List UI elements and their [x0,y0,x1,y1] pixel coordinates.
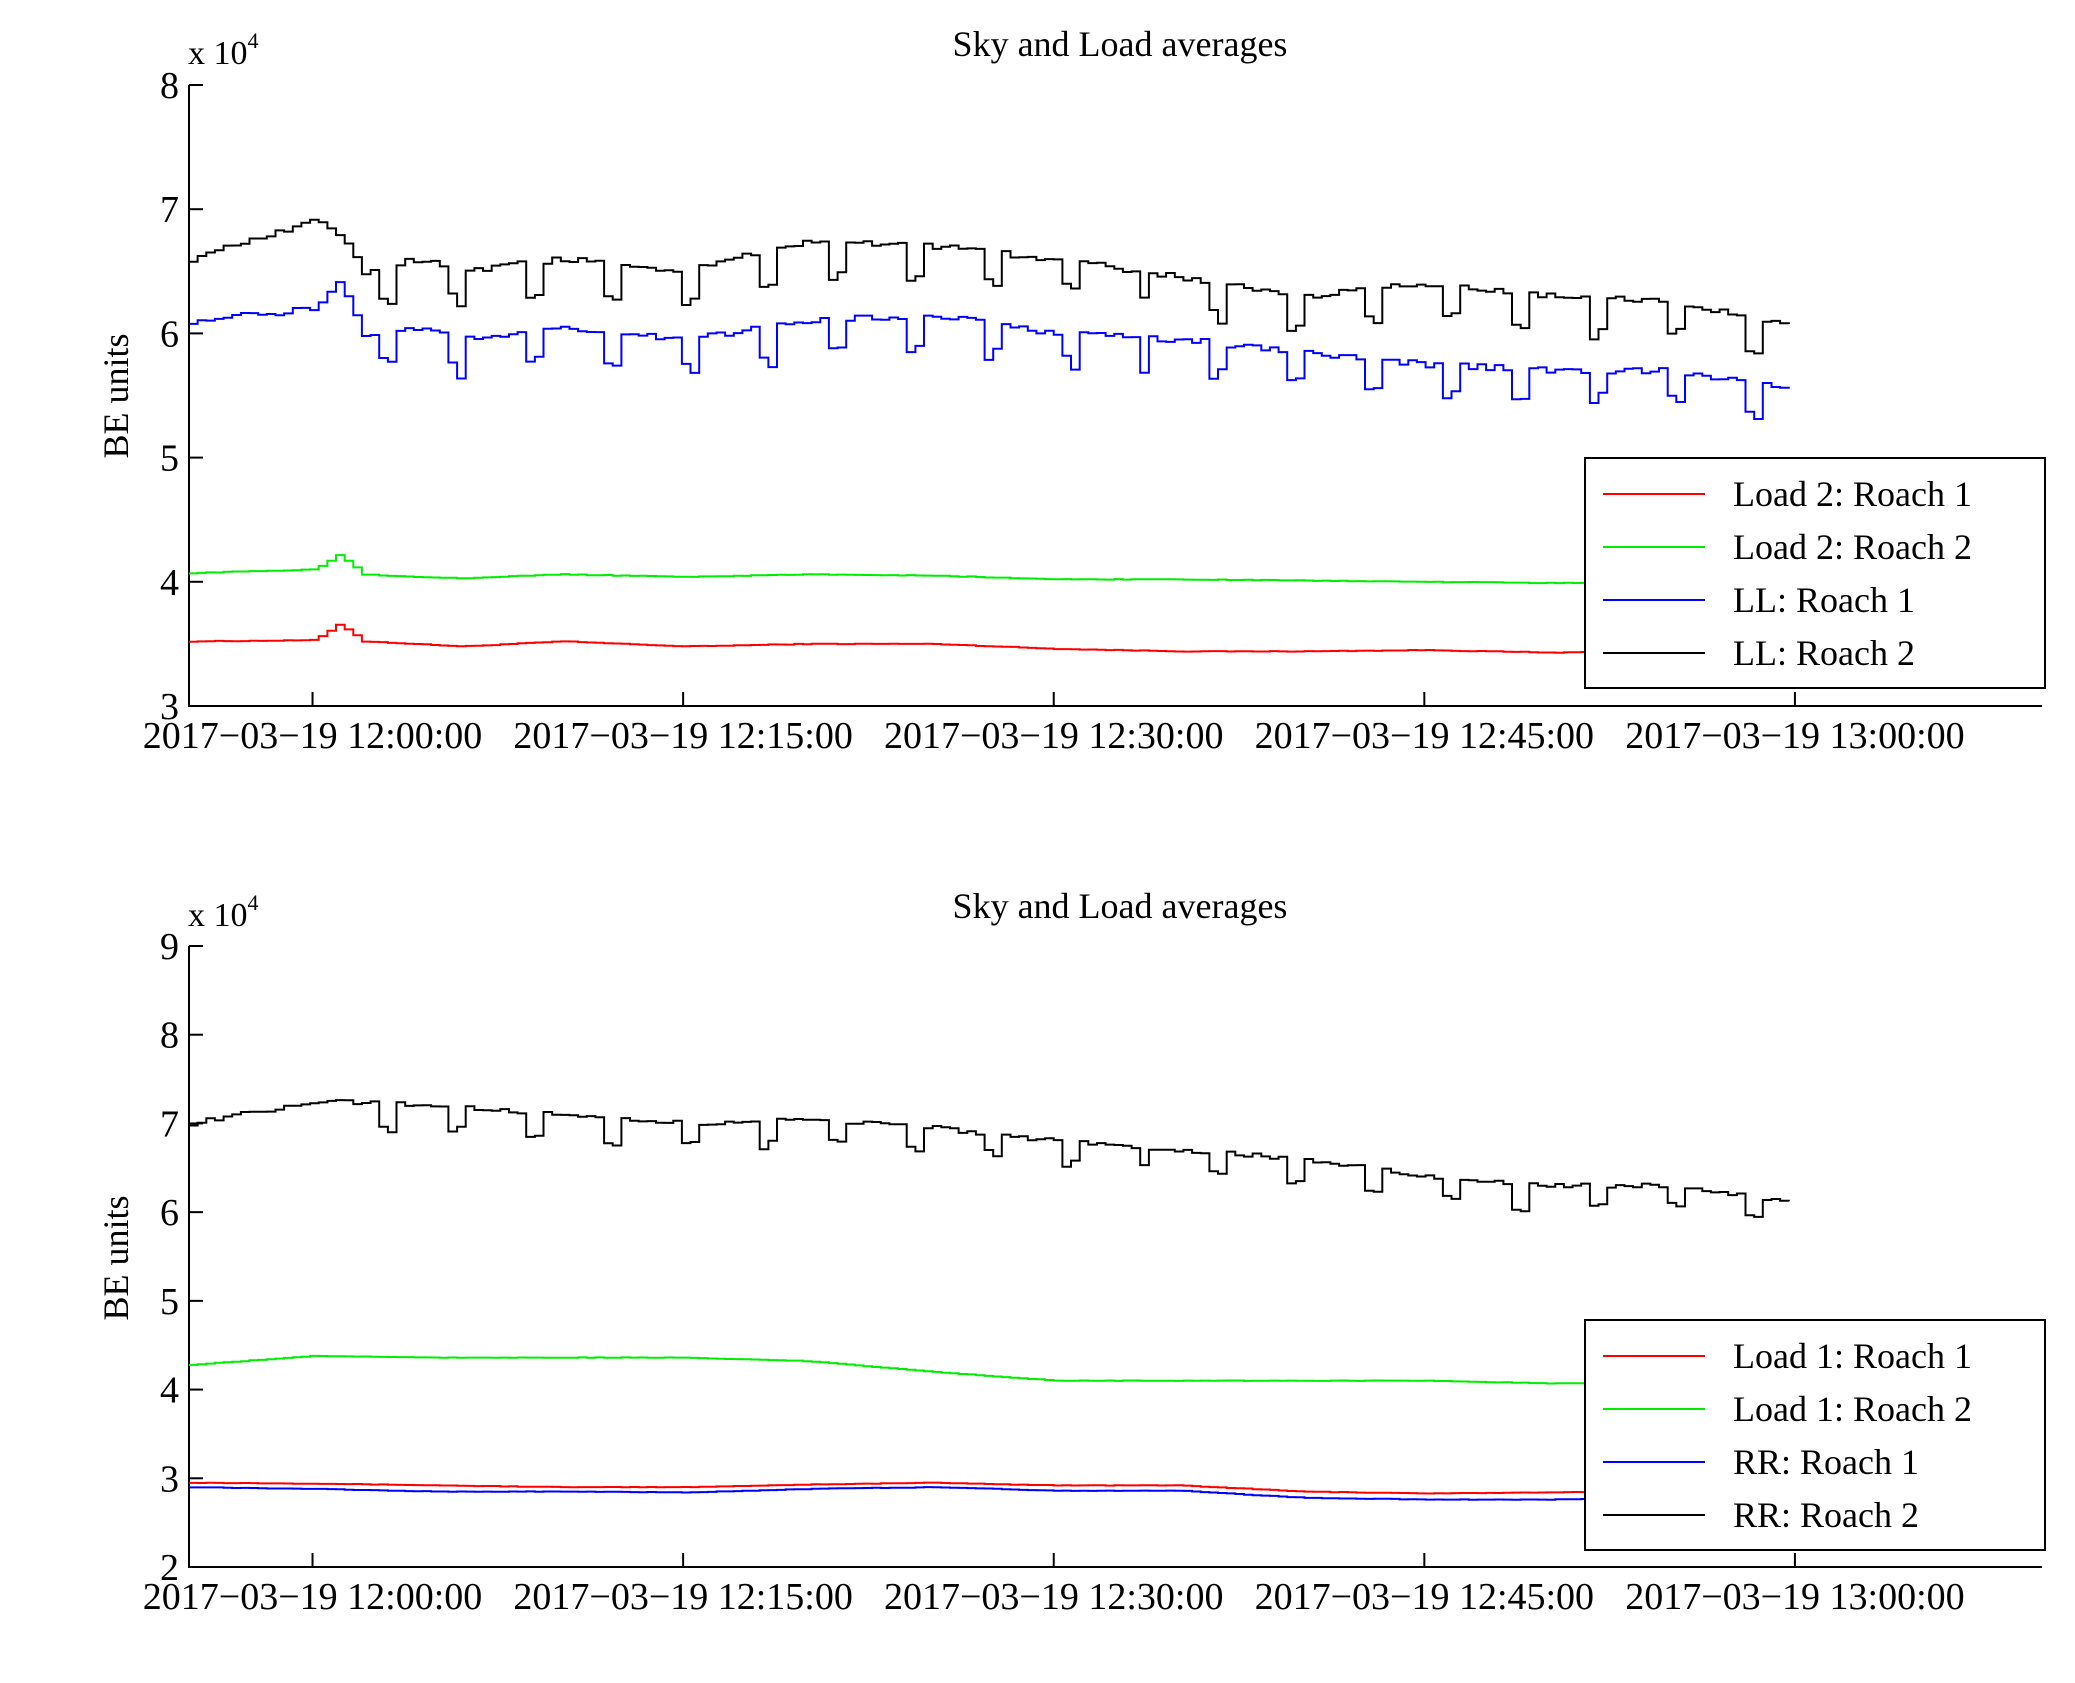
legend-label: Load 2: Roach 1 [1733,474,1972,514]
legend-label: Load 2: Roach 2 [1733,527,1972,567]
legend-label: Load 1: Roach 2 [1733,1389,1972,1429]
chart-bottom: Sky and Load averages x 104 BE units 2 3 4… [96,886,2046,1618]
y-tick-label: 8 [160,1015,179,1057]
series-line [189,1099,1790,1218]
y-tick-label: 2 [160,1547,179,1589]
x-tick-label: 2017−03−19 12:45:00 [1255,1576,1594,1618]
y-axis-label: BE units [96,1195,136,1320]
y-tick-label: 6 [160,313,179,355]
y-tick-label: 3 [160,1458,179,1500]
y-tick-label: 8 [160,65,179,107]
series-line [189,1354,1790,1385]
series-line [189,623,1790,654]
y-tick-label: 4 [160,1370,179,1412]
legend-box [1584,457,2046,689]
series-line [189,218,1790,355]
legend-label: RR: Roach 1 [1733,1442,1919,1482]
y-tick-label: 7 [160,1103,179,1145]
x-tick-label: 2017−03−19 12:30:00 [884,1576,1223,1618]
y-tick-label: 9 [160,926,179,968]
y-ticks: 2 3 4 5 6 7 8 9 [160,926,203,1589]
series-layer [189,1099,1790,1501]
y-axis-label: BE units [96,333,136,458]
legend: Load 2: Roach 1 Load 2: Roach 2 LL: Roach … [1584,457,2046,689]
x-tick-label: 2017−03−19 12:15:00 [513,1576,852,1618]
x-tick-label: 2017−03−19 13:00:00 [1625,715,1964,757]
y-tick-label: 5 [160,1281,179,1323]
y-tick-label: 3 [160,686,179,728]
y-multiplier: x 104 [188,890,259,934]
y-tick-label: 5 [160,438,179,480]
x-tick-label: 2017−03−19 12:00:00 [143,1576,482,1618]
series-layer [189,218,1790,654]
y-tick-label: 7 [160,189,179,231]
x-ticks: 2017−03−19 12:00:00 2017−03−19 12:15:00 20… [143,1553,1965,1618]
chart-title: Sky and Load averages [953,24,1288,64]
legend-box [1584,1319,2046,1551]
legend-label: LL: Roach 2 [1733,633,1915,673]
legend-label: Load 1: Roach 1 [1733,1336,1972,1376]
legend-label: RR: Roach 2 [1733,1495,1919,1535]
y-tick-label: 6 [160,1192,179,1234]
series-line [189,281,1790,420]
x-ticks: 2017−03−19 12:00:00 2017−03−19 12:15:00 20… [143,692,1965,757]
chart-title: Sky and Load averages [953,886,1288,926]
y-multiplier: x 104 [188,28,259,72]
series-line [189,1486,1789,1501]
legend-label: LL: Roach 1 [1733,580,1915,620]
series-line [189,554,1789,585]
series-line [189,1481,1790,1495]
x-tick-label: 2017−03−19 12:30:00 [884,715,1223,757]
x-tick-label: 2017−03−19 13:00:00 [1625,1576,1964,1618]
x-tick-label: 2017−03−19 12:15:00 [513,715,852,757]
legend: Load 1: Roach 1 Load 1: Roach 2 RR: Roach … [1584,1319,2046,1551]
x-tick-label: 2017−03−19 12:00:00 [143,715,482,757]
x-tick-label: 2017−03−19 12:45:00 [1255,715,1594,757]
y-tick-label: 4 [160,562,179,604]
y-ticks: 3 4 5 6 7 8 [160,65,203,728]
chart-top: Sky and Load averages x 104 BE units 3 4 5… [96,24,2046,757]
